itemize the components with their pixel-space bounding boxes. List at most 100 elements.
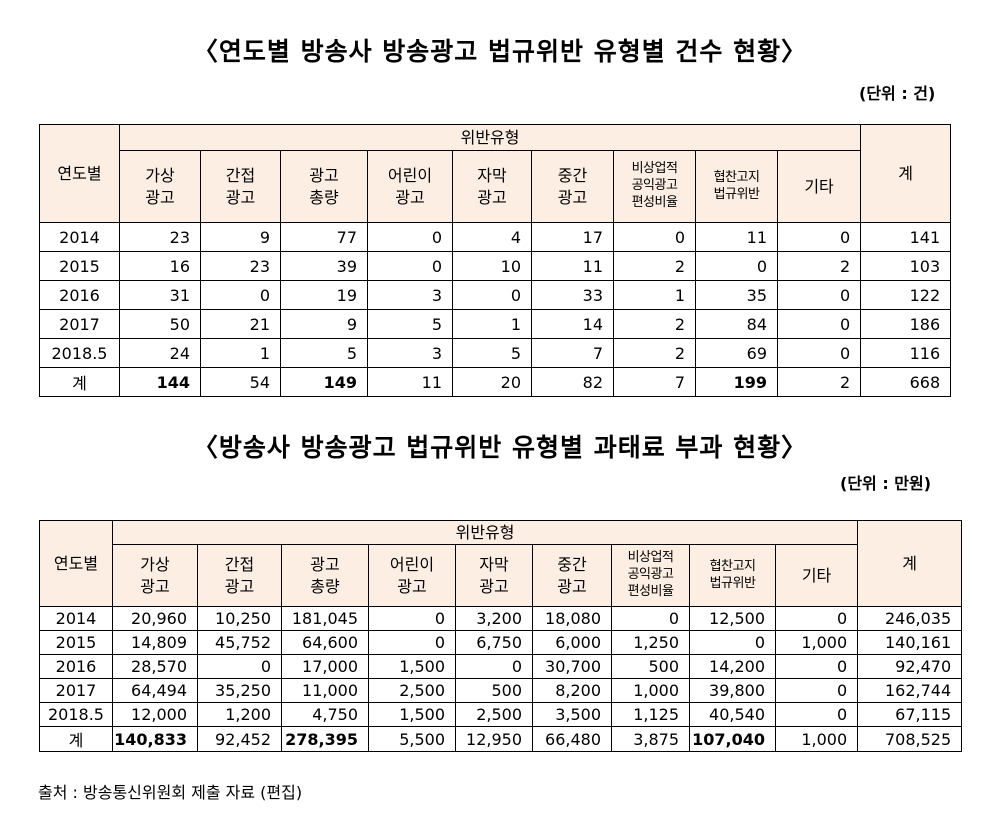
year-cell: 2018.5 — [39, 702, 113, 727]
value-cell: 0 — [367, 222, 453, 252]
value-cell: 0 — [776, 280, 862, 310]
violation-type-header: 가상 광고 — [119, 150, 201, 223]
value-cell: 5,500 — [368, 726, 456, 752]
value-cell: 141 — [860, 222, 952, 252]
table-row: 2016 31 0 19 3 0 33 1 35 0 122 — [39, 280, 952, 310]
value-cell: 140,833 — [112, 726, 198, 752]
header-line: 광고 — [395, 187, 425, 207]
value-cell: 14,200 — [689, 654, 776, 679]
year-cell: 2017 — [39, 309, 120, 339]
value-cell: 7 — [531, 338, 614, 368]
value-cell: 5 — [280, 338, 368, 368]
value-cell: 2 — [613, 338, 696, 368]
value-cell: 64,494 — [112, 678, 198, 703]
value-cell: 16 — [119, 251, 201, 281]
value-cell: 0 — [452, 280, 532, 310]
value-cell: 0 — [611, 606, 690, 631]
violation-count-table: 연도별 위반유형 계 가상 광고 간접 광고 광고 총량 어린이 광고 자막 광고 중간 광고 비상업적… — [39, 124, 952, 397]
header-line: 법규위반 — [709, 575, 756, 591]
value-cell: 6,000 — [532, 630, 612, 655]
value-cell: 107,040 — [689, 726, 776, 752]
value-cell: 45,752 — [197, 630, 282, 655]
value-cell: 9 — [200, 222, 281, 252]
value-cell: 39 — [280, 251, 368, 281]
value-cell: 35 — [695, 280, 778, 310]
value-cell: 9 — [280, 309, 368, 339]
header-line: 가상 — [145, 165, 175, 185]
value-cell: 0 — [776, 309, 862, 339]
violation-type-header: 광고 총량 — [281, 544, 369, 607]
value-cell: 0 — [200, 280, 281, 310]
value-cell: 40,540 — [689, 702, 776, 727]
header-line: 비상업적 — [627, 550, 674, 566]
value-cell: 1,500 — [368, 702, 456, 727]
value-cell: 0 — [774, 606, 859, 631]
value-cell: 2,500 — [455, 702, 533, 727]
value-cell: 21 — [200, 309, 281, 339]
value-cell: 2 — [776, 367, 862, 397]
violation-type-header: 자막 광고 — [455, 544, 533, 607]
value-cell: 2 — [613, 309, 696, 339]
total-column-header: 계 — [860, 124, 952, 223]
value-cell: 1,200 — [197, 702, 282, 727]
value-cell: 186 — [860, 309, 952, 339]
value-cell: 23 — [200, 251, 281, 281]
value-cell: 92,452 — [197, 726, 282, 752]
type-header-row: 가상 광고 간접 광고 광고 총량 어린이 광고 자막 광고 중간 광고 비상업적 공익광고 편성비율 협찬고… — [40, 150, 951, 223]
total-column-header: 계 — [857, 520, 963, 607]
value-cell: 35,250 — [197, 678, 282, 703]
header-line: 가상 — [140, 554, 170, 574]
value-cell: 149 — [280, 367, 368, 397]
value-cell: 11,000 — [281, 678, 369, 703]
table-row: 2017 64,494 35,250 11,000 2,500 500 8,200 1,000… — [39, 678, 963, 703]
violation-type-header: 가상 광고 — [112, 544, 198, 607]
value-cell: 33 — [531, 280, 614, 310]
violation-type-group-header: 위반유형 — [118, 124, 862, 151]
value-cell: 82 — [531, 367, 614, 397]
value-cell: 3,500 — [532, 702, 612, 727]
value-cell: 12,500 — [689, 606, 776, 631]
header-line: 비상업적 — [631, 161, 678, 177]
value-cell: 2 — [613, 251, 696, 281]
value-cell: 3,875 — [611, 726, 690, 752]
header-line: 공익광고 — [631, 178, 678, 194]
header-line: 공익광고 — [627, 567, 674, 583]
table-row: 2015 16 23 39 0 10 11 2 0 2 103 — [39, 251, 952, 281]
year-cell: 2015 — [39, 251, 120, 281]
value-cell: 122 — [860, 280, 952, 310]
value-cell: 0 — [774, 678, 859, 703]
value-cell: 17,000 — [281, 654, 369, 679]
violation-type-header: 협찬고지 법규위반 — [689, 544, 776, 607]
year-column-header: 연도별 — [39, 124, 120, 223]
table-row: 2018.5 24 1 5 3 5 7 2 69 0 116 — [39, 338, 952, 368]
value-cell: 50 — [119, 309, 201, 339]
value-cell: 0 — [197, 654, 282, 679]
value-cell: 12,000 — [112, 702, 198, 727]
value-cell: 3 — [367, 338, 453, 368]
header-line: 간접 — [224, 554, 255, 574]
value-cell: 11 — [367, 367, 453, 397]
header-line: 자막 — [477, 165, 507, 185]
table-row: 2014 23 9 77 0 4 17 0 11 0 141 — [39, 222, 952, 252]
value-cell: 5 — [367, 309, 453, 339]
year-cell: 2018.5 — [39, 338, 120, 368]
violation-type-group-header: 위반유형 — [111, 520, 859, 545]
value-cell: 500 — [455, 678, 533, 703]
header-line: 어린이 — [387, 165, 433, 185]
violation-type-header: 간접 광고 — [197, 544, 282, 607]
year-cell: 2015 — [39, 630, 113, 655]
value-cell: 18,080 — [532, 606, 612, 631]
header-line: 중간 — [557, 165, 588, 185]
value-cell: 10,250 — [197, 606, 282, 631]
value-cell: 77 — [280, 222, 368, 252]
violation-type-header: 중간 광고 — [531, 150, 614, 223]
value-cell: 69 — [695, 338, 778, 368]
violation-type-header: 비상업적 공익광고 편성비율 — [613, 150, 696, 223]
value-cell: 4,750 — [281, 702, 369, 727]
violation-type-header: 광고 총량 — [280, 150, 368, 223]
value-cell: 500 — [611, 654, 690, 679]
source-note: 출처 : 방송통신위원회 제출 자료 (편집) — [38, 783, 303, 802]
value-cell: 39,800 — [689, 678, 776, 703]
value-cell: 2,500 — [368, 678, 456, 703]
value-cell: 20 — [452, 367, 532, 397]
